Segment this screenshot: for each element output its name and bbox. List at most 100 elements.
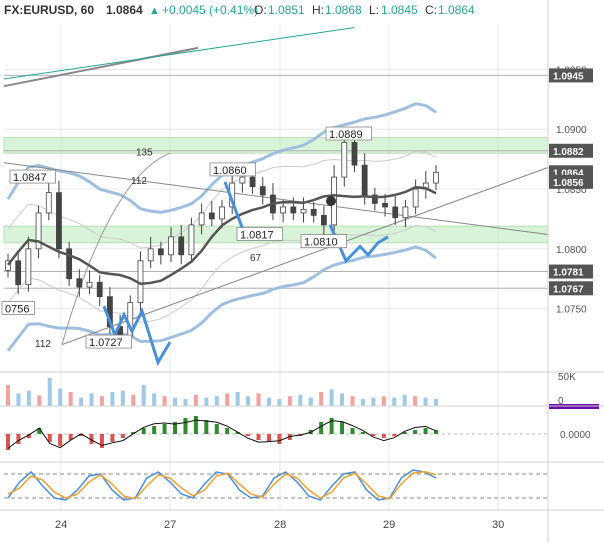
candle-body-40 (412, 188, 419, 208)
price-axis[interactable]: 1.09501.09001.08501.08001.07501.09451.08… (549, 65, 593, 316)
count-label-0: 135 (136, 148, 153, 159)
osc-bar-6 (68, 434, 73, 440)
osc-bar-30 (319, 422, 324, 434)
price-tag-box-4 (549, 264, 593, 279)
callout-1: 0756 (5, 304, 29, 316)
trend-arc (61, 152, 171, 345)
last-price: 1.0864 (106, 3, 143, 17)
time-tick-4: 30 (492, 519, 504, 531)
osc-bar-12 (131, 432, 136, 434)
candle-body-24 (249, 176, 256, 188)
volume-bar-23 (246, 396, 251, 406)
trendline-top-teal (3, 27, 355, 80)
low-label: L: (369, 3, 379, 17)
open-value: 1.0851 (268, 3, 305, 17)
volume-bar-19 (204, 397, 209, 406)
high-label: H: (312, 3, 324, 17)
candle-body-33 (341, 141, 348, 178)
volume-bar-18 (193, 394, 198, 406)
volume-bar-16 (173, 397, 178, 406)
price-tick-2: 1.0850 (556, 185, 587, 196)
candle-body-15 (157, 248, 164, 256)
volume-bar-33 (350, 396, 355, 406)
osc-bar-17 (183, 418, 188, 434)
stoch-series-0 (7, 469, 437, 501)
price-tag-0: 1.0945 (553, 71, 584, 82)
volume-bar-1 (16, 393, 21, 406)
osc-bar-34 (360, 432, 365, 434)
volume-bar-8 (89, 393, 94, 406)
candle-body-6 (66, 248, 73, 280)
count-label-1: 112 (131, 176, 147, 187)
close-label: C: (425, 3, 437, 17)
callout-2: 1.0727 (89, 337, 123, 349)
osc-bar-0 (6, 434, 10, 450)
osc-bar-18 (193, 416, 198, 434)
high-value: 1.0868 (325, 3, 362, 17)
candle-body-28 (290, 206, 297, 214)
candle-body-5 (56, 192, 62, 250)
price-tag-4: 1.0781 (553, 268, 584, 279)
time-tick-3: 29 (383, 519, 395, 531)
osc-bar-41 (434, 430, 438, 434)
volume-bar-36 (381, 396, 386, 406)
volume-bar-26 (277, 399, 282, 406)
candle-body-34 (351, 141, 358, 166)
price-change: +0.0045 (+0.41%) (162, 3, 258, 17)
time-tick-1: 27 (164, 519, 176, 531)
up-arrow-icon: ▲ (149, 5, 160, 17)
candle-body-35 (361, 164, 368, 196)
callout-4: 1.0817 (240, 229, 274, 241)
time-axis[interactable]: 24 27 28 29 30 (55, 519, 504, 531)
volume-bar-35 (371, 397, 376, 406)
callout-3: 1.0860 (213, 165, 247, 177)
osc-bar-9 (99, 434, 104, 448)
header-legend: FX:EURUSD, 60 1.0864 ▲ +0.0045 (+0.41%) … (4, 3, 475, 17)
count-label-2: 67 (250, 253, 262, 264)
moving-average (7, 185, 437, 286)
price-tick-1: 1.0900 (556, 125, 587, 136)
volume-bar-37 (392, 397, 397, 406)
volume-bar-41 (434, 399, 438, 406)
callout-box-3 (209, 162, 256, 177)
price-tag-2: 1.0864 (553, 168, 584, 179)
volume-bar-21 (225, 393, 230, 406)
volume-bar-14 (152, 393, 157, 406)
candle-body-42 (433, 171, 439, 184)
osc-bar-36 (381, 434, 386, 438)
candle-body-25 (259, 186, 266, 196)
price-tick-4: 1.0750 (556, 305, 587, 316)
candle-body-31 (321, 214, 327, 226)
osc-bar-22 (235, 432, 240, 434)
candle-body-16 (168, 236, 174, 256)
volume-bar-10 (110, 392, 115, 406)
candle-body-23 (239, 176, 246, 184)
osc-bar-32 (340, 422, 345, 434)
osc-bar-31 (329, 418, 334, 434)
osc-bar-21 (225, 428, 230, 434)
volume-bar-6 (68, 392, 73, 406)
candle-body-2 (25, 248, 32, 286)
candle-body-21 (219, 206, 225, 220)
volume-bar-0 (6, 385, 10, 406)
callout-box-5 (325, 126, 372, 141)
volume-bar-22 (235, 392, 240, 406)
osc-bar-3 (37, 428, 42, 434)
volume-bar-32 (340, 393, 345, 406)
osc-bar-26 (277, 434, 282, 444)
volume-bar-27 (287, 396, 292, 406)
volume-bar-28 (298, 394, 303, 406)
candle-body-20 (208, 212, 215, 220)
price-callouts: 1.0847 0756 1.0727 1.0860 1.0817 1.0889 1.0810 (1, 126, 372, 349)
price-tag-box-0 (549, 68, 593, 83)
osc-bar-14 (152, 426, 157, 434)
callout-box-6 (300, 234, 347, 249)
osc-bar-1 (16, 434, 21, 444)
volume-bar-12 (131, 394, 136, 406)
osc-bar-16 (173, 422, 178, 434)
trendline-descending (3, 162, 549, 235)
price-tag-5: 1.0767 (553, 284, 584, 295)
low-value: 1.0845 (381, 3, 418, 17)
